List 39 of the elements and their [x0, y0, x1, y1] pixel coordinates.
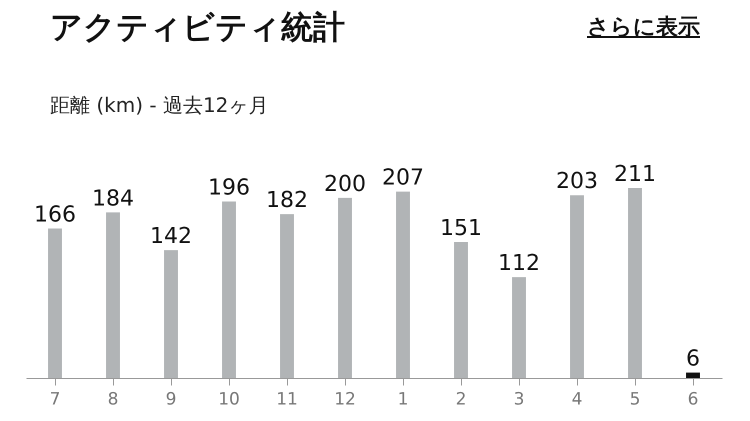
- x-tick-label: 6: [688, 390, 698, 410]
- bar: [628, 188, 642, 378]
- chart-subtitle: 距離 (km) - 過去12ヶ月: [50, 92, 268, 119]
- data-label: 112: [498, 251, 540, 276]
- data-label: 166: [34, 202, 76, 228]
- data-label: 6: [686, 346, 700, 372]
- x-tick-label: 8: [108, 390, 118, 410]
- x-tick-label: 7: [50, 390, 60, 410]
- bar: [570, 195, 584, 378]
- bar: [280, 214, 294, 378]
- x-tick-label: 5: [630, 390, 640, 410]
- bar: [512, 277, 526, 378]
- bar: [338, 198, 352, 378]
- data-label: 196: [208, 176, 250, 201]
- bar: [454, 242, 468, 378]
- x-tick-label: 12: [334, 390, 356, 410]
- bar: [686, 372, 700, 378]
- data-label: 182: [266, 188, 308, 214]
- bar: [48, 228, 62, 378]
- data-label: 151: [440, 216, 482, 242]
- x-tick-label: 9: [166, 390, 176, 410]
- bar: [396, 192, 410, 378]
- x-tick-label: 1: [398, 390, 408, 410]
- data-label: 184: [92, 186, 134, 212]
- data-label: 203: [556, 169, 598, 194]
- data-label: 207: [382, 166, 424, 191]
- bar: [106, 212, 120, 378]
- bar: [222, 202, 236, 378]
- x-tick-label: 2: [456, 390, 466, 410]
- bar: [164, 250, 178, 378]
- data-label: 211: [614, 162, 656, 187]
- data-label: 200: [324, 172, 366, 197]
- chart-title: アクティビティ統計: [50, 7, 345, 48]
- x-tick-label: 11: [276, 390, 298, 410]
- x-tick-label: 3: [514, 390, 524, 410]
- data-label: 142: [150, 224, 192, 250]
- more-link[interactable]: さらに表示: [587, 12, 700, 42]
- x-tick-label: 10: [218, 390, 240, 410]
- x-tick-label: 4: [572, 390, 582, 410]
